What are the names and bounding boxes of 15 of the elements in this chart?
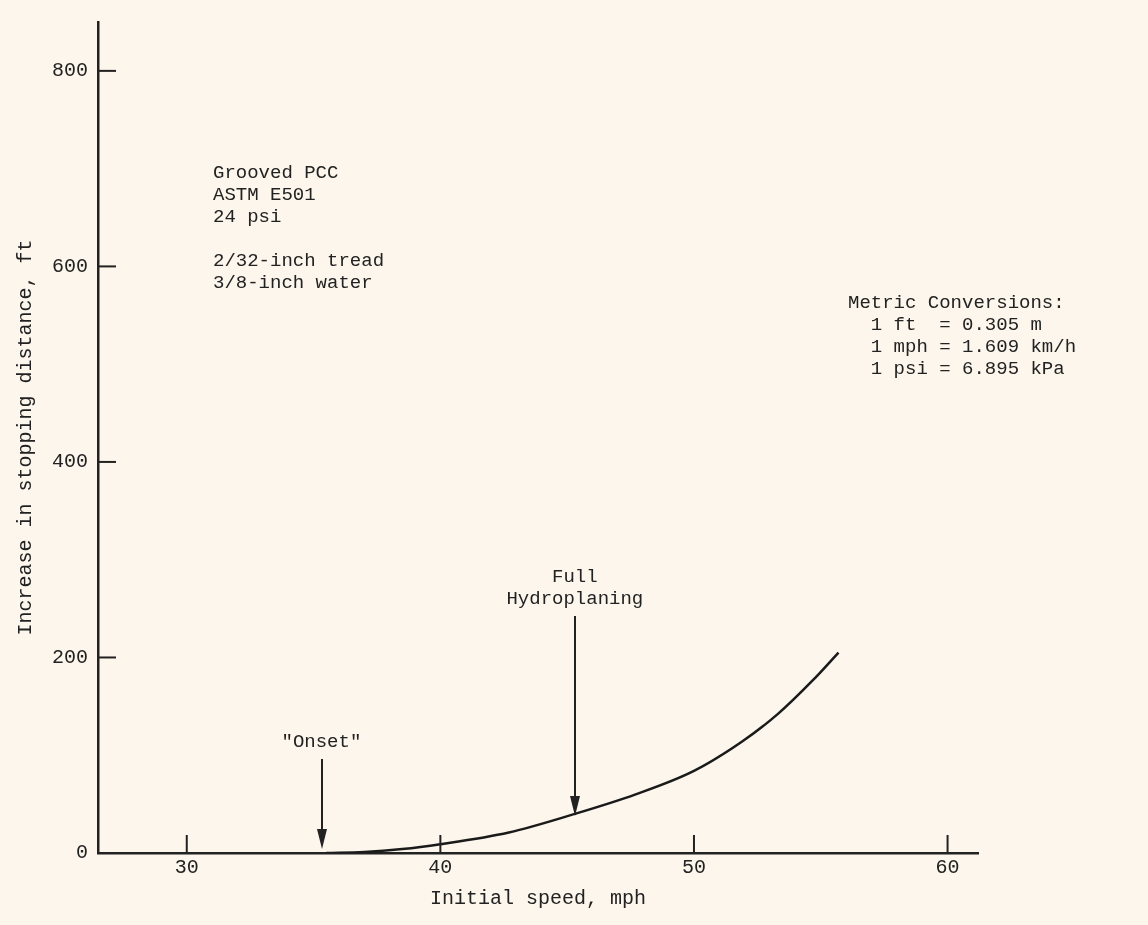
x-tick-label: 50: [681, 856, 706, 880]
annotation: Grooved PCC ASTM E501 24 psi 2/32-inch tread 3/8-inch water: [213, 162, 385, 294]
y-axis-title: Increase in stopping distance, ft: [14, 239, 38, 636]
x-tick-label: 40: [428, 856, 453, 880]
annotation: Metric Conversions: 1 ft = 0.305 m 1 mph = 1.609 km/h 1 psi = 6.895 kPa: [848, 292, 1077, 380]
x-tick-label: 30: [174, 856, 199, 880]
annotation: "Onset": [281, 730, 362, 753]
x-tick-label: 60: [935, 856, 960, 880]
y-tick-label: 600: [51, 254, 89, 278]
x-axis-title: Initial speed, mph: [429, 887, 647, 911]
y-tick-label: 800: [51, 59, 89, 83]
y-tick-label: 400: [51, 450, 89, 474]
y-tick-label: 0: [75, 841, 89, 865]
annotation: Full Hydroplaning: [506, 565, 644, 610]
y-tick-label: 200: [51, 645, 89, 669]
